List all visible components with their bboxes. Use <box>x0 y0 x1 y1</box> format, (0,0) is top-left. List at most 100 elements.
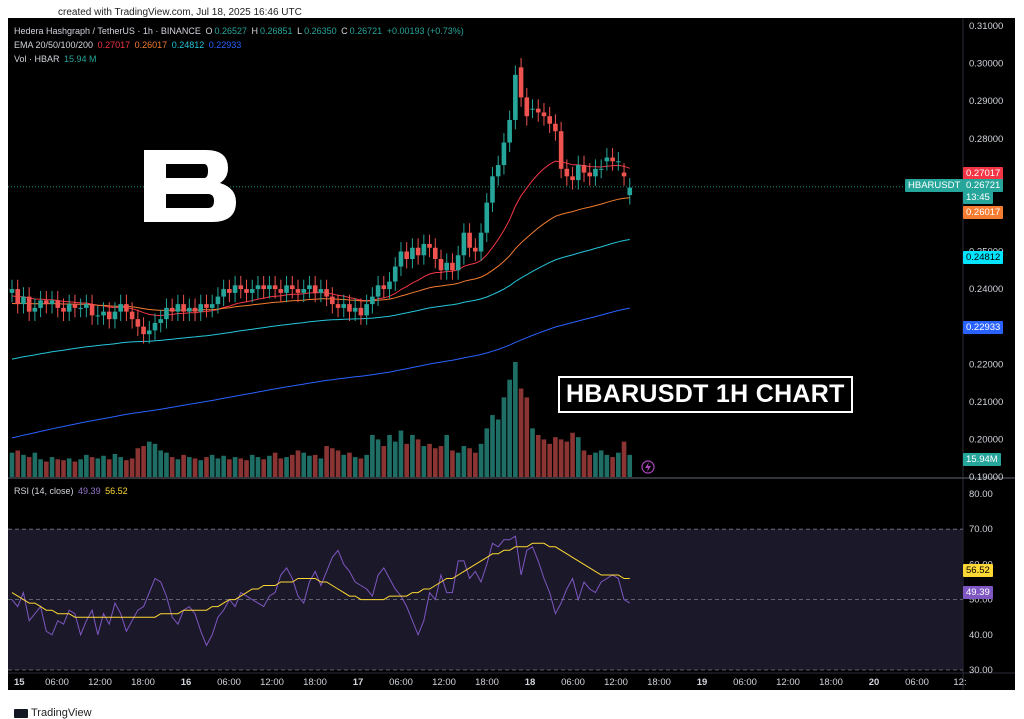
candle-body <box>404 251 409 260</box>
candle-body <box>175 304 181 312</box>
volume-bar <box>38 459 43 477</box>
candle-body <box>164 307 169 320</box>
candle-body <box>478 232 484 252</box>
volume-bar <box>387 434 392 477</box>
legend-vol-label: Vol · HBAR <box>14 54 60 64</box>
candle-body <box>272 285 278 290</box>
volume-bar <box>392 441 398 477</box>
candle-body <box>84 304 89 308</box>
time-axis-label: 18:00 <box>475 677 499 688</box>
volume-bar <box>570 432 575 477</box>
candle-body <box>9 289 15 293</box>
volume-bar <box>553 437 558 477</box>
candle-body <box>598 168 604 170</box>
rsi-tag: 49.39 <box>963 586 993 599</box>
volume-bar <box>438 446 444 477</box>
volume-bar <box>427 443 432 477</box>
candle-body <box>267 285 272 290</box>
volume-bar <box>513 362 518 477</box>
time-axis-label: 06:00 <box>389 677 413 688</box>
volume-bar <box>284 457 289 477</box>
candle-body <box>324 289 329 297</box>
ema20-price-tag: 0.27017 <box>963 167 1004 180</box>
volume-bar <box>78 459 83 477</box>
volume-bar <box>209 454 215 477</box>
rsi-axis-tick: 50.00 <box>969 595 993 606</box>
candle-body <box>535 108 541 113</box>
legend-rsi-label: RSI (14, close) <box>14 486 74 496</box>
volume-bar <box>524 397 530 477</box>
volume-bar <box>169 457 175 477</box>
candle-body <box>141 326 146 335</box>
volume-bar <box>95 458 101 477</box>
price-axis-tick: 0.21000 <box>969 397 1003 408</box>
candle-body <box>547 116 552 124</box>
candle-body <box>38 300 43 308</box>
volume-tag: 15.94M <box>963 453 1001 466</box>
volume-bar <box>238 458 244 477</box>
candle-body <box>101 311 106 316</box>
candle-body <box>307 285 312 290</box>
volume-bar <box>26 457 32 477</box>
candle-body <box>209 304 215 308</box>
volume-bar <box>312 454 318 477</box>
volume-bar <box>21 454 26 477</box>
candle-body <box>152 322 158 331</box>
price-axis-tick: 0.19000 <box>969 472 1003 483</box>
chart-canvas[interactable]: 0.310000.300000.290000.280000.270000.260… <box>8 18 1015 690</box>
legend-ema: EMA 20/50/100/200 0.27017 0.26017 0.2481… <box>14 40 243 50</box>
volume-bar <box>507 379 512 477</box>
volume-bar <box>341 454 347 477</box>
candle-body <box>444 262 450 271</box>
volume-bar <box>415 439 421 477</box>
candle-body <box>484 202 490 233</box>
volume-bar <box>301 452 307 477</box>
candle-body <box>15 289 21 305</box>
legend-ohlc: Hedera Hashgraph / TetherUS · 1h · BINAN… <box>14 26 466 36</box>
volume-bar <box>455 452 461 477</box>
candle-body <box>112 311 118 320</box>
candle-body <box>289 285 295 290</box>
volume-bar <box>478 443 484 477</box>
legend-rsi-ma-value: 56.52 <box>105 486 128 496</box>
candle-body <box>341 304 347 308</box>
candle-body <box>524 97 530 117</box>
rsi-axis-tick: 30.00 <box>969 665 993 676</box>
volume-bar <box>232 457 238 477</box>
legend-low: 0.26350 <box>304 26 337 36</box>
candle-body <box>249 289 255 293</box>
time-axis-label: 20 <box>869 677 880 688</box>
volume-bar <box>330 448 335 477</box>
candle-body <box>255 285 261 290</box>
chart-svg[interactable]: 0.310000.300000.290000.280000.270000.260… <box>8 18 1015 690</box>
candle-body <box>61 307 66 312</box>
price-axis-tick: 0.29000 <box>969 96 1003 107</box>
volume-bar <box>66 458 72 477</box>
rsi-ma-line <box>11 542 630 618</box>
volume-bar <box>404 443 409 477</box>
volume-bar <box>604 454 610 477</box>
legend-ema200: 0.22933 <box>208 40 242 50</box>
time-axis-label: 18:00 <box>131 677 155 688</box>
volume-bar <box>49 457 55 477</box>
volume-bar <box>335 450 341 477</box>
candle-body <box>473 247 478 252</box>
tradingview-logo-icon <box>14 708 28 718</box>
brand-logo-icon <box>144 150 236 222</box>
volume-bar <box>255 457 261 477</box>
volume-bar <box>261 459 266 477</box>
volume-bar <box>55 459 61 477</box>
volume-bar <box>289 454 295 477</box>
time-axis-label: 19 <box>697 677 708 688</box>
volume-bar <box>461 446 467 477</box>
time-axis-label: 12: <box>953 677 966 688</box>
candle-body <box>347 304 352 312</box>
candle-body <box>564 168 570 177</box>
volume-bar <box>564 441 570 477</box>
legend-ema100: 0.24812 <box>171 40 205 50</box>
candle-body <box>427 243 432 248</box>
candle-body <box>387 281 392 290</box>
volume-bar <box>61 460 66 477</box>
candle-body <box>581 165 587 173</box>
time-axis-label: 18:00 <box>303 677 327 688</box>
